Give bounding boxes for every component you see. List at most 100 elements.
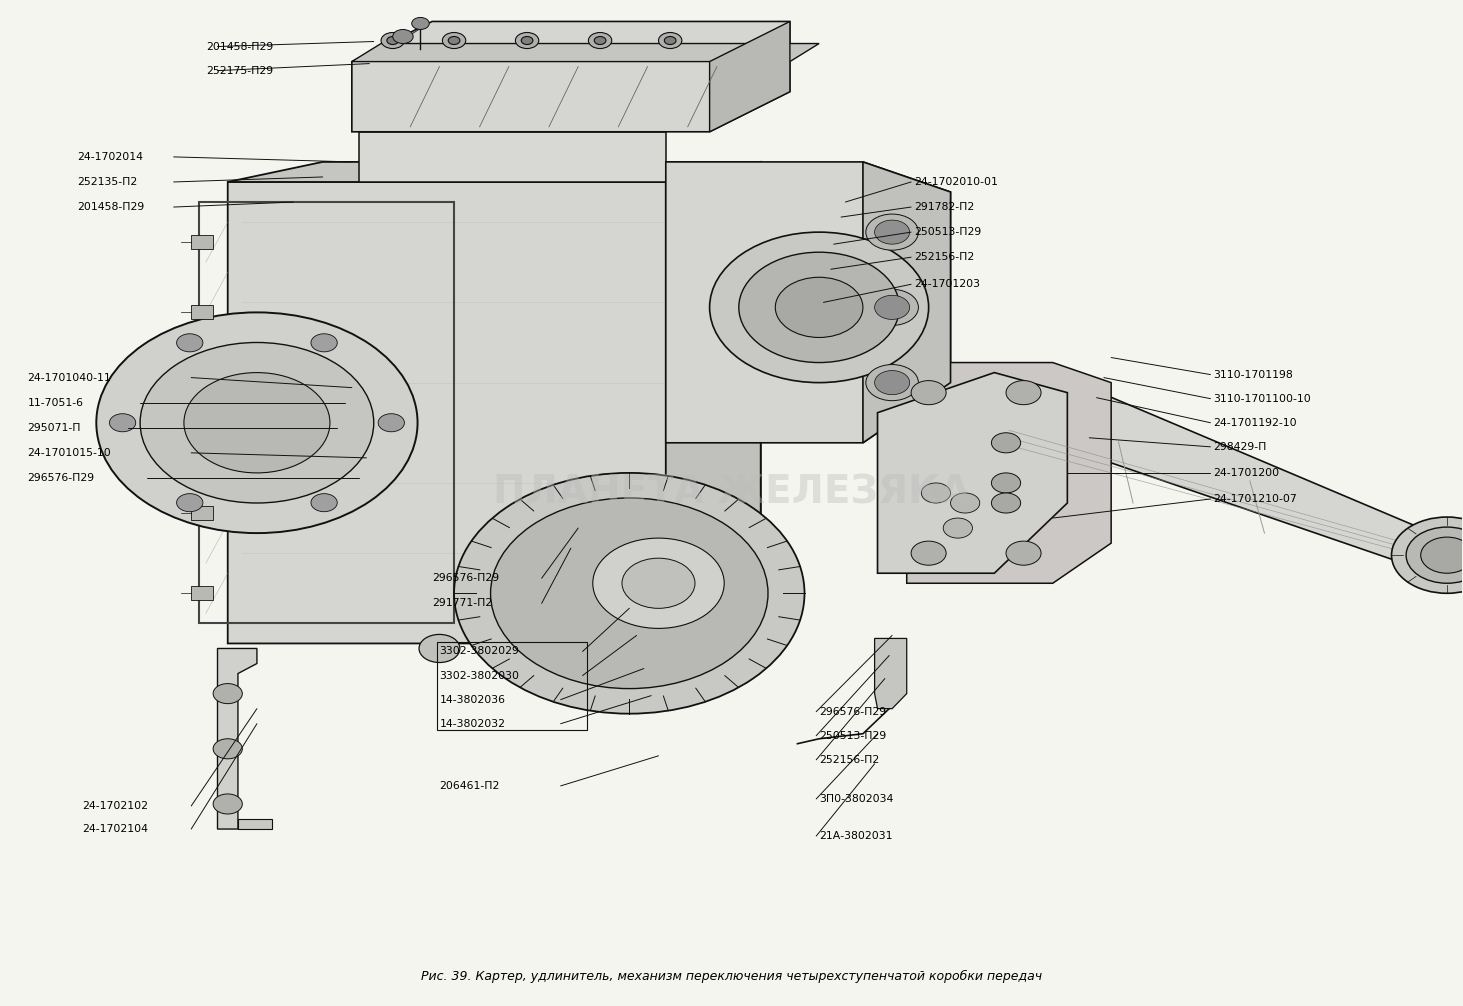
Polygon shape <box>351 21 790 132</box>
Text: 3302-3802029: 3302-3802029 <box>439 647 519 657</box>
Text: 24-1702010-01: 24-1702010-01 <box>914 177 998 187</box>
Circle shape <box>418 635 459 663</box>
Polygon shape <box>351 43 819 61</box>
Circle shape <box>97 313 417 533</box>
Text: 3П0-3802034: 3П0-3802034 <box>819 794 894 804</box>
Circle shape <box>739 253 900 362</box>
Text: 3110-1701100-10: 3110-1701100-10 <box>1213 393 1311 403</box>
Circle shape <box>992 473 1021 493</box>
Text: 252135-П2: 252135-П2 <box>78 177 138 187</box>
Polygon shape <box>710 21 790 132</box>
Text: 24-1701203: 24-1701203 <box>914 280 980 290</box>
Circle shape <box>312 494 338 512</box>
Circle shape <box>411 17 429 29</box>
Circle shape <box>454 473 805 713</box>
Circle shape <box>177 334 203 352</box>
Circle shape <box>177 494 203 512</box>
Text: Рис. 39. Картер, удлинитель, механизм переключения четырехступенчатой коробки пе: Рис. 39. Картер, удлинитель, механизм пе… <box>421 970 1042 983</box>
Circle shape <box>312 334 338 352</box>
Circle shape <box>710 232 929 382</box>
Text: 252156-П2: 252156-П2 <box>819 754 879 765</box>
Circle shape <box>944 518 973 538</box>
Circle shape <box>521 36 533 44</box>
Text: 14-3802036: 14-3802036 <box>439 694 505 704</box>
Text: 21А-3802031: 21А-3802031 <box>819 831 892 841</box>
Polygon shape <box>863 162 951 443</box>
Text: 252156-П2: 252156-П2 <box>914 253 974 263</box>
Circle shape <box>214 738 243 759</box>
Circle shape <box>866 214 919 250</box>
Polygon shape <box>238 819 272 829</box>
Circle shape <box>214 684 243 703</box>
Polygon shape <box>666 162 761 644</box>
Circle shape <box>442 32 465 48</box>
Text: 252175-П29: 252175-П29 <box>206 65 274 75</box>
Text: 298429-П: 298429-П <box>1213 442 1267 452</box>
Polygon shape <box>218 649 257 829</box>
Polygon shape <box>192 306 214 320</box>
Text: 3110-1701198: 3110-1701198 <box>1213 369 1293 379</box>
Circle shape <box>588 32 612 48</box>
Circle shape <box>377 413 404 432</box>
Circle shape <box>1007 541 1042 565</box>
Text: 250513-П29: 250513-П29 <box>819 730 887 740</box>
Circle shape <box>1421 537 1463 573</box>
Text: 206461-П2: 206461-П2 <box>439 781 500 791</box>
Polygon shape <box>907 362 1112 583</box>
Circle shape <box>392 29 413 43</box>
Circle shape <box>775 278 863 337</box>
Polygon shape <box>875 639 907 708</box>
Circle shape <box>951 493 980 513</box>
Text: 24-1701040-11: 24-1701040-11 <box>28 372 111 382</box>
Circle shape <box>184 372 331 473</box>
Circle shape <box>992 433 1021 453</box>
Circle shape <box>140 342 373 503</box>
Polygon shape <box>228 162 761 182</box>
Text: 24-1701192-10: 24-1701192-10 <box>1213 417 1298 428</box>
Text: 14-3802032: 14-3802032 <box>439 718 505 728</box>
Polygon shape <box>878 372 1068 573</box>
Polygon shape <box>228 162 761 644</box>
Text: 201458-П29: 201458-П29 <box>78 202 145 212</box>
Circle shape <box>866 364 919 400</box>
Circle shape <box>658 32 682 48</box>
Text: 296576-П29: 296576-П29 <box>819 706 887 716</box>
Circle shape <box>1391 517 1463 594</box>
Circle shape <box>992 493 1021 513</box>
Text: 291782-П2: 291782-П2 <box>914 202 974 212</box>
Circle shape <box>594 36 606 44</box>
Circle shape <box>911 541 947 565</box>
Text: 11-7051-6: 11-7051-6 <box>28 397 83 407</box>
Text: 250513-П29: 250513-П29 <box>914 227 982 237</box>
Circle shape <box>622 558 695 609</box>
Text: 291771-П2: 291771-П2 <box>432 599 493 609</box>
Text: 296576-П29: 296576-П29 <box>28 473 95 483</box>
Bar <box>436 643 587 729</box>
Circle shape <box>866 290 919 325</box>
Circle shape <box>515 32 538 48</box>
Circle shape <box>922 483 951 503</box>
Text: 296576-П29: 296576-П29 <box>432 573 499 583</box>
Text: ПЛАНЕТА ЖЕЛЕЗЯКА: ПЛАНЕТА ЖЕЛЕЗЯКА <box>493 474 970 512</box>
Circle shape <box>1007 380 1042 404</box>
Circle shape <box>911 380 947 404</box>
Circle shape <box>875 220 910 244</box>
Polygon shape <box>192 586 214 601</box>
Circle shape <box>448 36 459 44</box>
Polygon shape <box>228 182 454 644</box>
Text: 24-1702102: 24-1702102 <box>82 801 148 811</box>
Text: 24-1701200: 24-1701200 <box>1213 468 1280 478</box>
Text: 24-1701210-07: 24-1701210-07 <box>1213 494 1298 504</box>
Text: 295071-П: 295071-П <box>28 423 80 433</box>
Circle shape <box>490 498 768 688</box>
Circle shape <box>1406 527 1463 583</box>
Text: 24-1702104: 24-1702104 <box>82 824 148 834</box>
Polygon shape <box>192 235 214 249</box>
Circle shape <box>875 296 910 320</box>
Polygon shape <box>995 372 1432 573</box>
Text: 24-1702014: 24-1702014 <box>78 152 143 162</box>
Circle shape <box>380 32 404 48</box>
Polygon shape <box>358 132 666 182</box>
Circle shape <box>386 36 398 44</box>
Polygon shape <box>192 506 214 520</box>
